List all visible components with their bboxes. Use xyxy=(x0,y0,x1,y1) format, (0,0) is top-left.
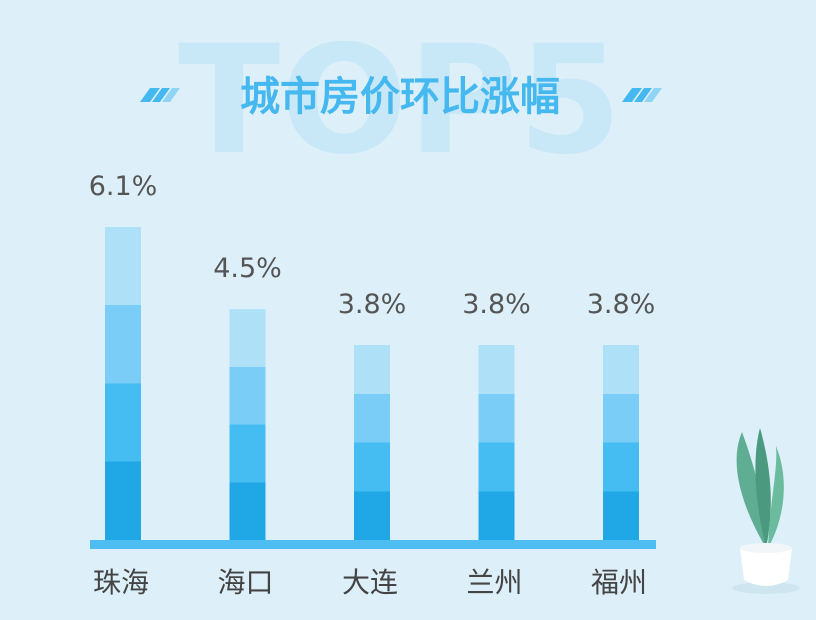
title-decoration-right xyxy=(622,88,662,102)
plant xyxy=(732,428,800,594)
x-tick-label: 海口 xyxy=(217,566,273,599)
chart-title: 城市房价环比涨幅 xyxy=(240,74,560,120)
title-decoration-left xyxy=(140,88,180,102)
value-label: 4.5% xyxy=(213,253,282,284)
bar xyxy=(603,345,639,540)
bar xyxy=(105,227,141,540)
bar xyxy=(229,309,266,540)
x-tick-label: 大连 xyxy=(342,566,398,599)
bars: 6.1% 珠海 4.5% 海口 3.8% 大连 3.8% 兰州 3.8% 福州 xyxy=(89,171,656,599)
x-tick-label: 兰州 xyxy=(466,566,522,599)
watermark: TOP5 xyxy=(178,14,622,188)
bar xyxy=(478,345,515,540)
baseline xyxy=(90,540,656,549)
x-tick-label: 珠海 xyxy=(93,566,149,599)
value-label: 3.8% xyxy=(338,289,407,320)
value-label: 3.8% xyxy=(587,289,656,320)
x-tick-label: 福州 xyxy=(591,566,647,599)
bar xyxy=(354,345,390,540)
value-label: 3.8% xyxy=(462,289,531,320)
value-label: 6.1% xyxy=(89,171,158,202)
